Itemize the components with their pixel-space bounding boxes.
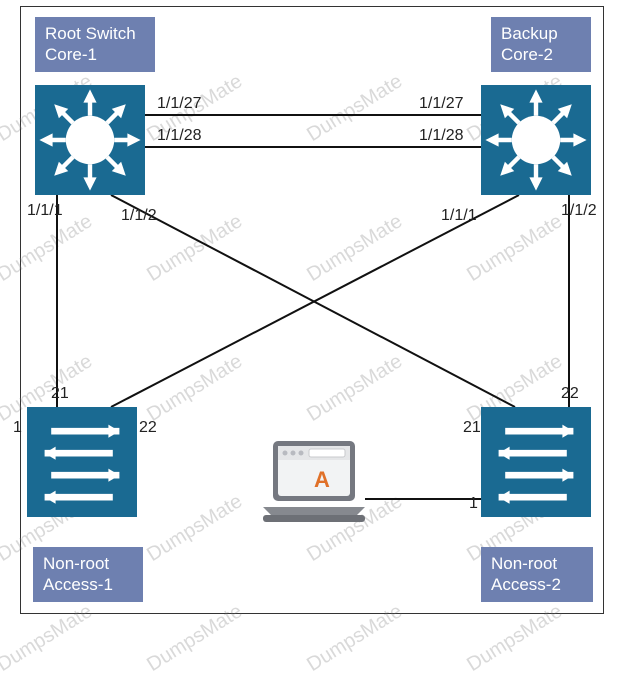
- label-access2-line1: Non-root: [491, 553, 583, 574]
- label-core2: Backup Core-2: [491, 17, 591, 72]
- port-label: 1/1/28: [419, 127, 463, 145]
- watermark-text: DumpsMate: [463, 600, 567, 677]
- watermark-text: DumpsMate: [143, 490, 247, 567]
- watermark-text: DumpsMate: [303, 210, 407, 287]
- port-label: 22: [139, 419, 157, 437]
- port-label: 1/1/28: [157, 127, 201, 145]
- watermark-text: DumpsMate: [143, 210, 247, 287]
- label-access1: Non-root Access-1: [33, 547, 143, 602]
- access-switch-icon: [27, 407, 137, 517]
- port-label: 1: [13, 419, 22, 437]
- laptop-letter: A: [314, 467, 330, 492]
- watermark-text: DumpsMate: [0, 210, 97, 287]
- port-label: 21: [463, 419, 481, 437]
- port-label: 1: [469, 495, 478, 513]
- watermark-text: DumpsMate: [303, 350, 407, 427]
- label-access2-line2: Access-2: [491, 574, 583, 595]
- core-switch-icon: [35, 85, 145, 195]
- label-core1-line1: Root Switch: [45, 23, 145, 44]
- watermark-text: DumpsMate: [143, 350, 247, 427]
- port-label: 1/1/27: [157, 95, 201, 113]
- port-label: 21: [51, 385, 69, 403]
- label-access2: Non-root Access-2: [481, 547, 593, 602]
- diagram-canvas: DumpsMate DumpsMate DumpsMate DumpsMate Dump…: [20, 6, 604, 614]
- port-label: 1/1/2: [561, 202, 597, 220]
- label-access1-line1: Non-root: [43, 553, 133, 574]
- core-switch-icon: [481, 85, 591, 195]
- label-core1-line2: Core-1: [45, 44, 145, 65]
- watermark-text: DumpsMate: [303, 600, 407, 677]
- label-access1-line2: Access-1: [43, 574, 133, 595]
- port-label: 1/1/27: [419, 95, 463, 113]
- label-core2-line2: Core-2: [501, 44, 581, 65]
- label-core1: Root Switch Core-1: [35, 17, 155, 72]
- port-label: 1/1/1: [441, 207, 477, 225]
- port-label: 1/1/1: [27, 202, 63, 220]
- watermark-text: DumpsMate: [463, 210, 567, 287]
- laptop-icon: A: [259, 437, 369, 527]
- label-core2-line1: Backup: [501, 23, 581, 44]
- watermark-text: DumpsMate: [143, 600, 247, 677]
- watermark-text: DumpsMate: [303, 70, 407, 147]
- watermark-text: DumpsMate: [0, 600, 97, 677]
- access-switch-icon: [481, 407, 591, 517]
- port-label: 22: [561, 385, 579, 403]
- port-label: 1/1/2: [121, 207, 157, 225]
